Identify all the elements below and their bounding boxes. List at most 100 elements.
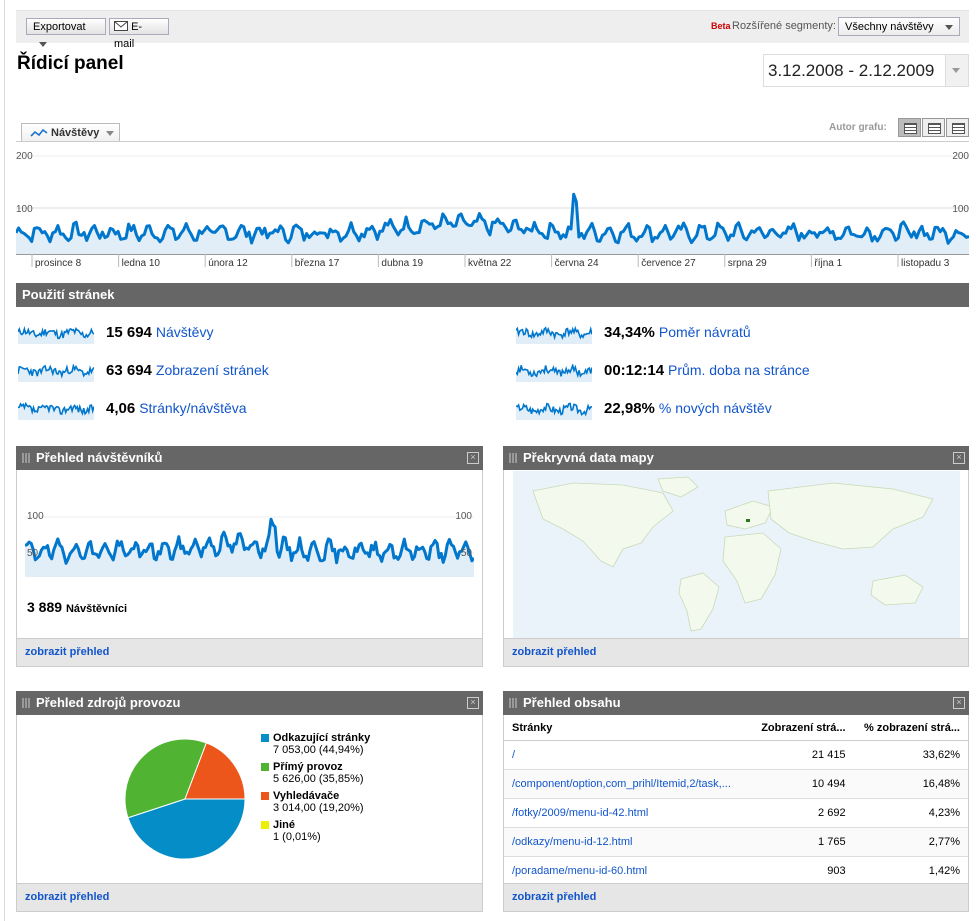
legend-search[interactable]: Vyhledávače 3 014,00 (19,20%) xyxy=(261,790,370,814)
col-pages[interactable]: Stránky xyxy=(504,716,739,741)
left-border xyxy=(4,0,5,921)
page-link[interactable]: / xyxy=(504,740,739,770)
beta-badge: Beta xyxy=(711,21,731,31)
map-view-report-link[interactable]: zobrazit přehled xyxy=(504,638,968,666)
x-tick-label: července 27 xyxy=(641,258,696,269)
drag-handle-icon[interactable] xyxy=(509,453,517,463)
y-tick-200-left: 200 xyxy=(16,151,33,162)
page-link[interactable]: /odkazy/menu-id-12.html xyxy=(504,827,739,857)
table-row: /odkazy/menu-id-12.html 1 765 2,77% xyxy=(504,827,968,857)
x-tick-label: června 24 xyxy=(555,258,599,269)
usage-section-header: Použití stránek xyxy=(16,283,969,307)
legend-swatch xyxy=(261,821,269,829)
north-america xyxy=(532,482,674,568)
line-chart-icon xyxy=(30,128,48,137)
traffic-sources-panel: Přehled zdrojů provozu × Odkazující strán… xyxy=(16,691,483,912)
metric-avg-time-link[interactable]: Prům. doba na stránce xyxy=(668,362,810,378)
graph-metric-tab[interactable]: Návštěvy xyxy=(21,123,120,142)
page-link[interactable]: /component/option,com_prihl/Itemid,2/tas… xyxy=(504,769,739,799)
close-icon[interactable]: × xyxy=(467,452,479,464)
legend-direct[interactable]: Přímý provoz 5 626,00 (35,85%) xyxy=(261,761,370,785)
legend-other[interactable]: Jiné 1 (0,01%) xyxy=(261,819,370,843)
graph-day-button[interactable] xyxy=(898,118,921,137)
y-tick-100-right: 100 xyxy=(455,511,472,522)
metric-new-visits[interactable]: 22,98%% nových návštěv xyxy=(516,400,966,422)
traffic-view-report-link[interactable]: zobrazit přehled xyxy=(17,883,482,911)
table-row: /component/option,com_prihl/Itemid,2/tas… xyxy=(504,769,968,799)
asia xyxy=(767,482,934,550)
world-map[interactable] xyxy=(513,471,960,639)
date-range-picker[interactable]: 3.12.2008 - 2.12.2009 xyxy=(763,54,969,87)
email-button[interactable]: E-mail xyxy=(109,18,169,50)
sparkline-avg-time xyxy=(516,364,592,382)
table-row: /poradame/menu-id-60.html 903 1,42% xyxy=(504,856,968,886)
drag-handle-icon[interactable] xyxy=(509,698,517,708)
graph-month-button[interactable] xyxy=(946,118,969,137)
visitor-location-marker[interactable] xyxy=(746,519,750,522)
visitors-panel-header[interactable]: Přehled návštěvníků × xyxy=(16,446,483,470)
close-icon[interactable]: × xyxy=(953,697,965,709)
visitors-line xyxy=(25,517,474,565)
page-link[interactable]: /fotky/2009/menu-id-42.html xyxy=(504,798,739,828)
metric-pages-per-visit-link[interactable]: Stránky/návštěva xyxy=(139,400,247,416)
metric-new-visits-link[interactable]: % nových návštěv xyxy=(658,400,772,416)
pie-slice[interactable] xyxy=(184,742,246,800)
metric-pages-per-visit[interactable]: 4,06 Stránky/návštěva xyxy=(18,400,488,422)
pie-slice[interactable] xyxy=(127,798,246,860)
table-header-row: Stránky Zobrazení strá... % zobrazení st… xyxy=(504,716,968,741)
legend-swatch xyxy=(261,792,269,800)
x-tick-label: srpna 29 xyxy=(728,258,767,269)
traffic-pie-chart xyxy=(124,738,246,860)
y-tick-100-right: 100 xyxy=(952,204,969,215)
visits-line xyxy=(16,192,969,245)
metric-visits[interactable]: 15 694 Návštěvy xyxy=(18,324,488,346)
close-icon[interactable]: × xyxy=(467,697,479,709)
segments-dropdown[interactable]: Všechny návštěvy xyxy=(838,17,960,36)
legend-swatch xyxy=(261,763,269,771)
greenland xyxy=(657,476,699,498)
x-tick-label: února 12 xyxy=(208,258,248,269)
graph-by-label: Autor grafu: xyxy=(829,122,887,133)
visitors-view-report-link[interactable]: zobrazit přehled xyxy=(17,638,482,666)
metric-bounce-rate[interactable]: 34,34% Poměr návratů xyxy=(516,324,966,346)
metric-visits-link[interactable]: Návštěvy xyxy=(155,324,214,340)
content-panel-header[interactable]: Přehled obsahu × xyxy=(503,691,969,715)
drag-handle-icon[interactable] xyxy=(22,453,30,463)
metric-pageviews-link[interactable]: Zobrazení stránek xyxy=(155,362,269,378)
toolbar: Exportovat E-mail Beta Rozšířené segment… xyxy=(16,10,969,50)
content-overview-panel: Přehled obsahu × Stránky Zobrazení strá..… xyxy=(503,691,969,912)
legend-referring[interactable]: Odkazující stránky 7 053,00 (44,94%) xyxy=(261,732,370,756)
map-panel-header[interactable]: Překryvná data mapy × xyxy=(503,446,969,470)
content-view-report-link[interactable]: zobrazit přehled xyxy=(504,883,968,911)
x-tick-label: května 22 xyxy=(468,258,512,269)
export-button[interactable]: Exportovat xyxy=(26,18,106,47)
metric-avg-time[interactable]: 00:12:14 Prům. doba na stránce xyxy=(516,362,966,384)
pie-slice[interactable] xyxy=(124,738,207,819)
sparkline-line xyxy=(516,326,592,341)
graph-week-button[interactable] xyxy=(922,118,945,137)
close-icon[interactable]: × xyxy=(953,452,965,464)
page-link[interactable]: /poradame/menu-id-60.html xyxy=(504,856,739,886)
y-tick-50-left: 50 xyxy=(27,548,39,559)
south-america xyxy=(678,572,720,632)
metric-bounce-rate-link[interactable]: Poměr návratů xyxy=(658,324,751,340)
month-icon xyxy=(952,123,965,134)
x-tick-label: března 17 xyxy=(295,258,340,269)
sparkline-visits xyxy=(18,326,94,344)
week-icon xyxy=(928,123,941,134)
metric-pageviews[interactable]: 63 694 Zobrazení stránek xyxy=(18,362,488,384)
chevron-down-icon xyxy=(106,131,114,136)
legend-swatch xyxy=(261,734,269,742)
x-tick-label: dubna 19 xyxy=(381,258,423,269)
sparkline-line xyxy=(18,364,94,379)
chevron-down-icon xyxy=(39,41,47,47)
col-pageviews-pct[interactable]: % zobrazení strá... xyxy=(853,716,968,741)
table-row: /fotky/2009/menu-id-42.html 2 692 4,23% xyxy=(504,798,968,828)
date-range-dropdown[interactable] xyxy=(945,55,968,86)
col-pageviews[interactable]: Zobrazení strá... xyxy=(738,716,854,741)
sparkline-line xyxy=(18,326,94,340)
traffic-panel-header[interactable]: Přehled zdrojů provozu × xyxy=(16,691,483,715)
drag-handle-icon[interactable] xyxy=(22,698,30,708)
australia xyxy=(870,574,924,606)
